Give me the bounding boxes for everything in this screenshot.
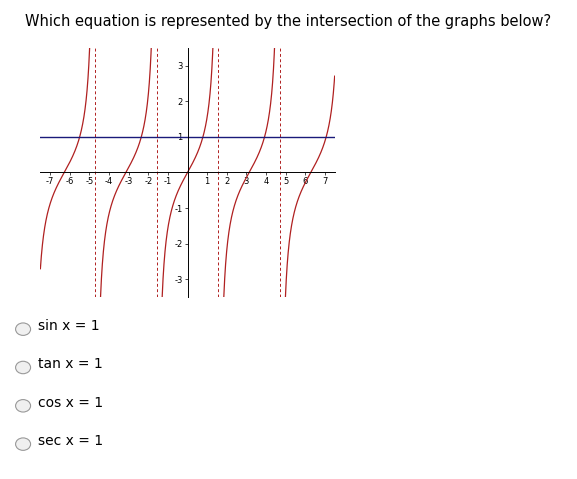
Text: sin x = 1: sin x = 1 (38, 319, 100, 333)
Text: cos x = 1: cos x = 1 (38, 396, 103, 410)
Text: sec x = 1: sec x = 1 (38, 434, 103, 448)
Text: Which equation is represented by the intersection of the graphs below?: Which equation is represented by the int… (25, 14, 552, 29)
Text: tan x = 1: tan x = 1 (38, 357, 103, 371)
